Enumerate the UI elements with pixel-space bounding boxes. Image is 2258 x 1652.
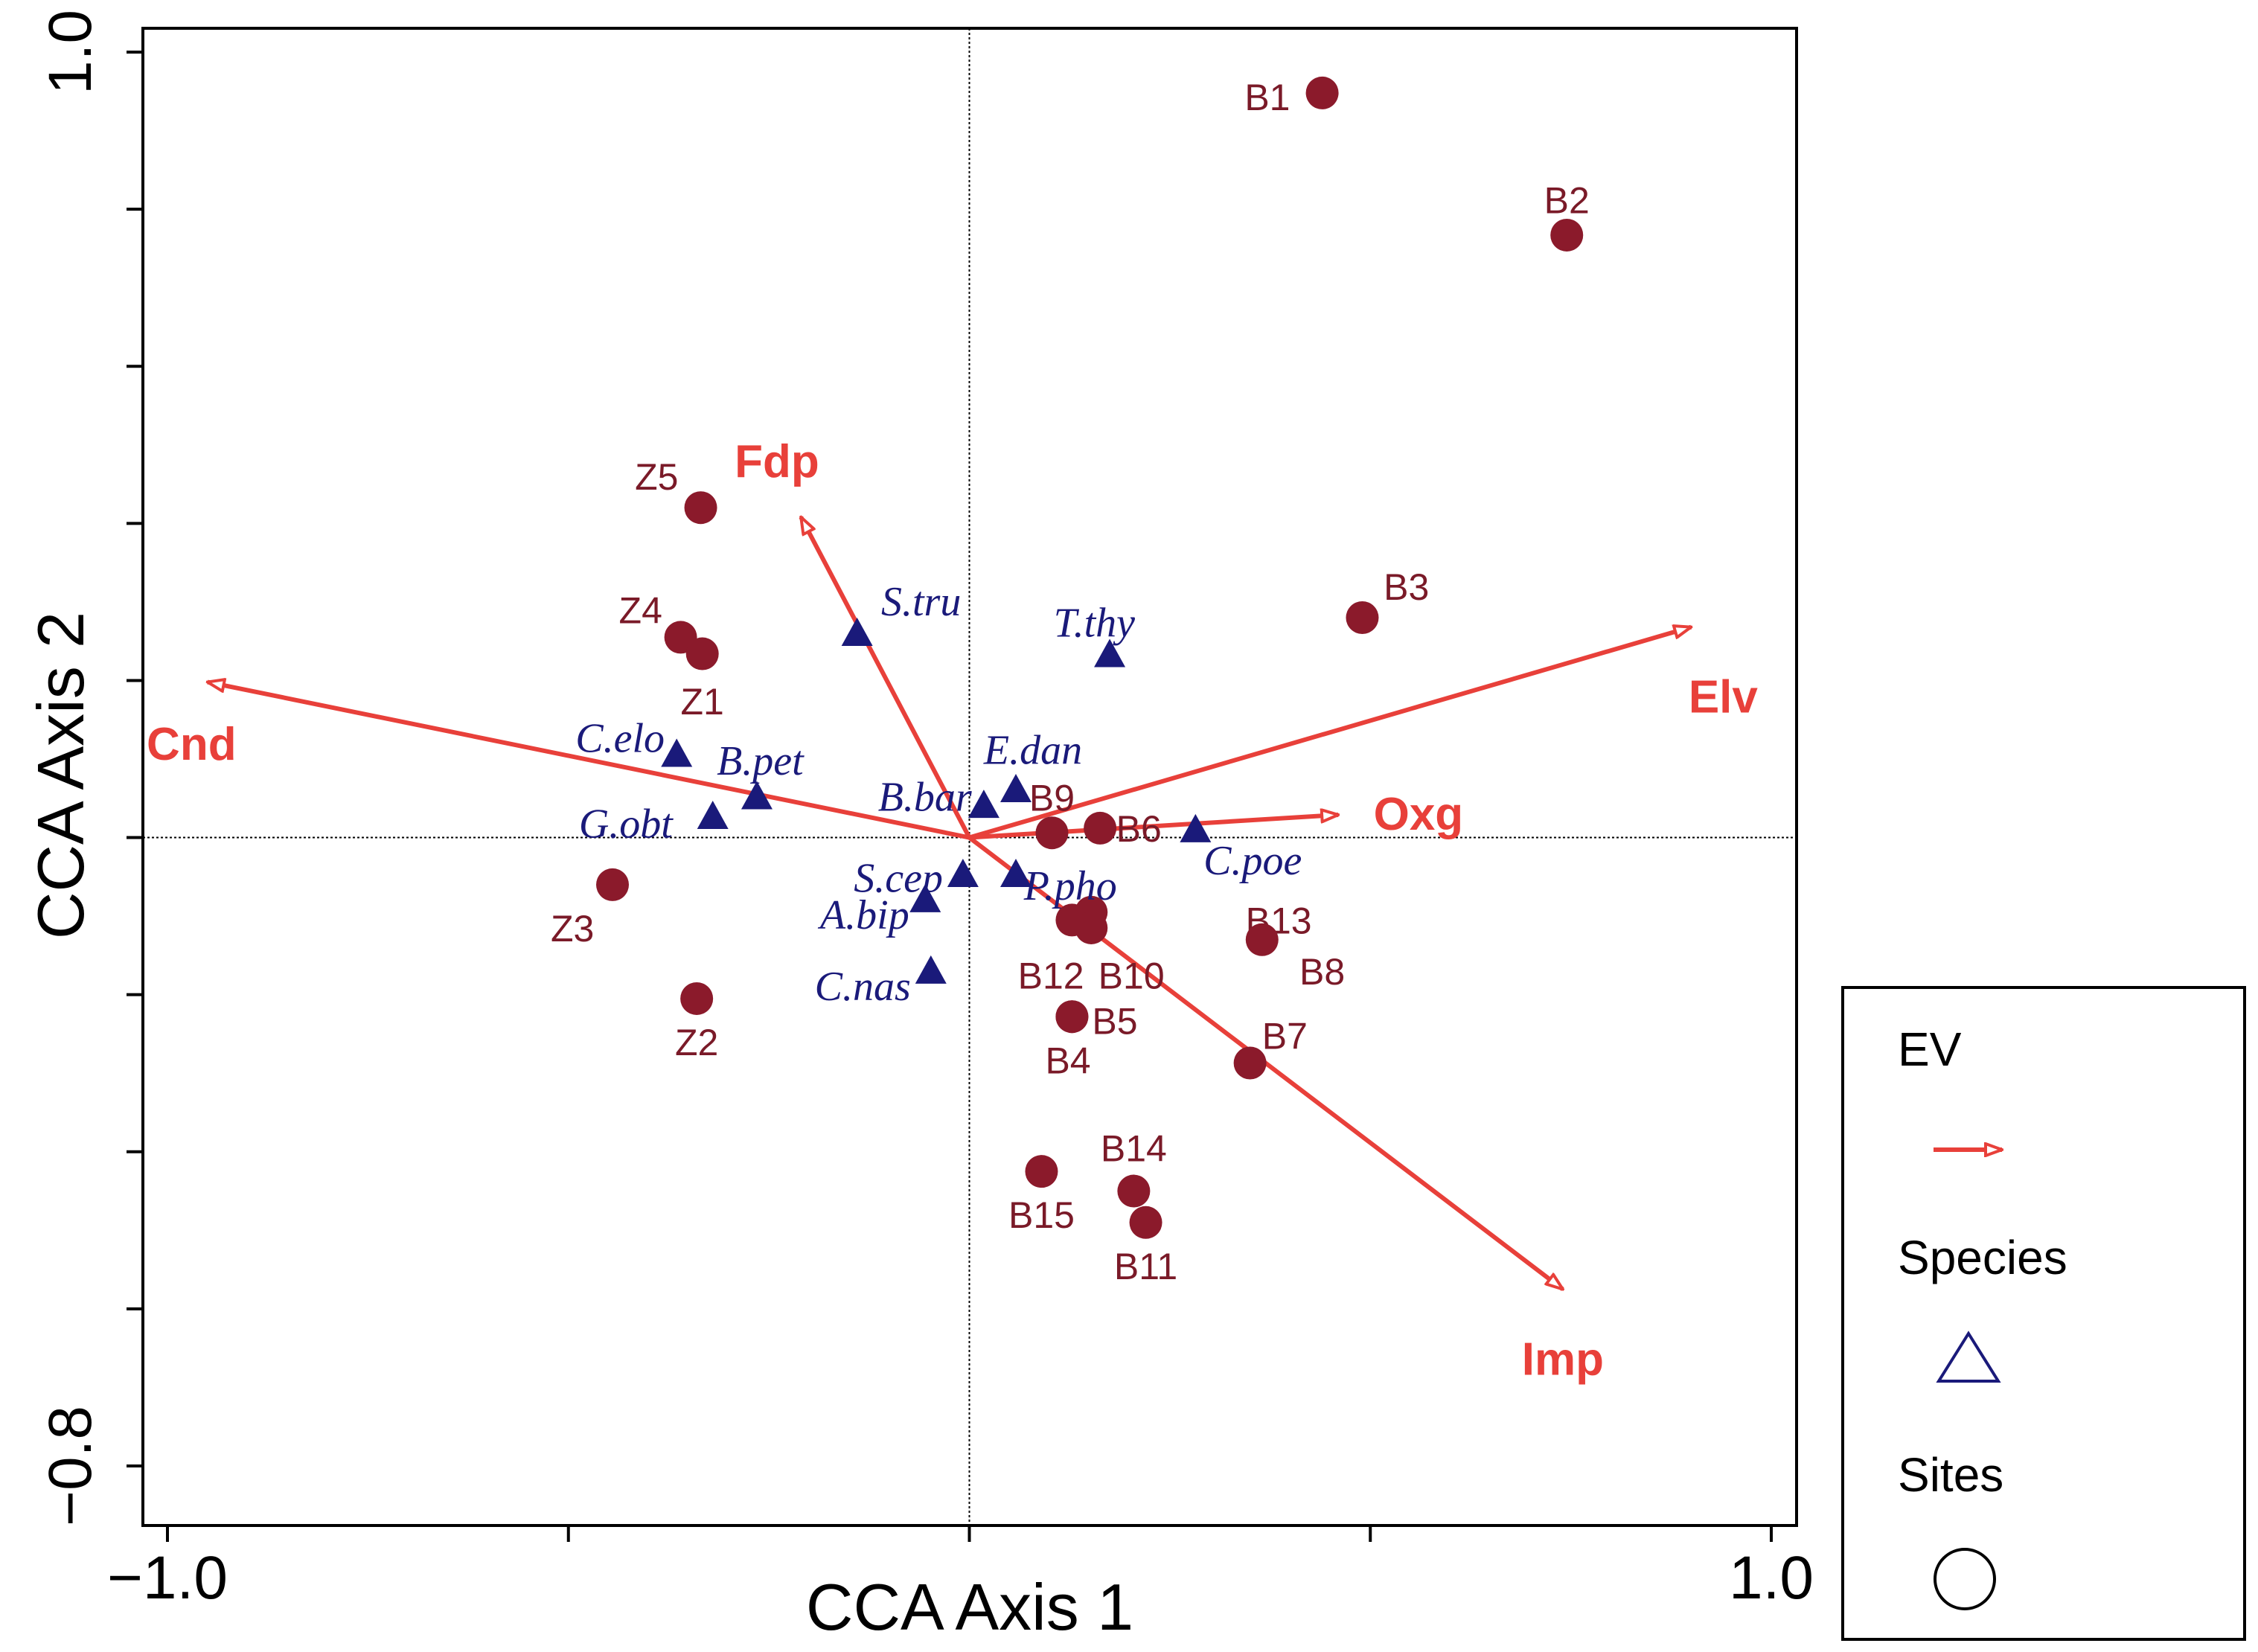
site-point-b4 [1055,1000,1089,1034]
site-label-b6: B6 [1116,808,1162,850]
site-label-b2: B2 [1544,179,1590,221]
species-point-c-elo [661,738,693,767]
site-label-b15: B15 [1008,1194,1075,1236]
site-label-b9: B9 [1029,778,1075,819]
site-point-b3 [1346,601,1379,634]
species-label-g-obt: G.obt [579,801,674,848]
species-point-c-nas [915,955,947,984]
site-label-z3: Z3 [551,908,594,950]
species-label-e-dan: E.dan [983,727,1082,773]
site-point-b2 [1550,218,1584,252]
species-label-t-thy: T.thy [1054,600,1136,646]
site-label-b3: B3 [1384,566,1429,608]
site-point-b10 [1075,911,1108,944]
site-label-b5: B5 [1092,1001,1137,1043]
species-label-b-bar: B.bar [878,775,972,821]
ev-label-elv: Elv [1689,672,1759,723]
site-label-b4: B4 [1045,1040,1090,1081]
site-label-z2: Z2 [675,1022,718,1063]
site-point-b6 [1084,811,1117,845]
ev-arrow-cnd [208,682,970,840]
site-point-z1 [685,637,719,670]
species-point-g-obt [697,800,729,829]
legend-label-ev: EV [1898,1022,1962,1076]
site-point-b14 [1117,1174,1151,1208]
site-label-b7: B7 [1262,1016,1308,1057]
species-point-c-poe [1180,813,1212,842]
species-point-s-tru [841,618,873,646]
site-label-b11: B11 [1114,1246,1177,1287]
site-label-b8: B8 [1299,951,1345,993]
species-label-a-bip: A.bip [817,892,909,938]
site-point-z5 [684,491,717,525]
species-label-s-tru: S.tru [881,579,961,625]
x-axis-ticks: −1.0 1.0 [107,1525,1814,1612]
ev-label-imp: Imp [1522,1334,1604,1386]
species-point-s-cep [947,859,979,888]
species-label-p-pho: P.pho [1023,863,1117,909]
y-axis-title: CCA Axis 2 [24,612,97,939]
legend: EV Species Sites [1841,986,2246,1641]
species-point-b-pet [741,781,773,810]
site-label-z1: Z1 [681,681,724,723]
species-point-e-dan [1000,774,1032,803]
site-point-b15 [1025,1155,1058,1188]
species-point-a-bip [909,883,941,912]
ev-arrow-oxg [969,815,1339,840]
y-axis-ticks: 1.0 −0.8 [36,10,143,1526]
species-label-c-elo: C.elo [575,715,665,761]
species-point-b-bar [968,790,1000,819]
site-point-z3 [596,868,630,901]
species-point-t-thy [1094,638,1126,667]
y-tick-label: −0.8 [36,1406,104,1526]
environmental-vectors: Cnd Fdp Elv Oxg Imp [147,436,1758,1386]
x-tick-label: −1.0 [107,1544,228,1612]
ev-label-cnd: Cnd [147,719,237,770]
legend-triangle-icon [1936,1331,2001,1383]
site-label-b14: B14 [1101,1128,1167,1170]
site-label-z5: Z5 [635,456,678,498]
x-tick-label: 1.0 [1729,1544,1814,1612]
site-point-z2 [680,982,714,1015]
species-point-p-pho [1000,859,1032,888]
site-point-b7 [1233,1046,1267,1080]
site-point-b8 [1245,923,1279,956]
species-label-c-poe: C.poe [1203,838,1302,884]
site-label-b10: B10 [1098,955,1165,996]
species-label-b-pet: B.pet [717,738,805,784]
y-tick-label: 1.0 [36,10,104,95]
legend-label-species: Species [1898,1231,2067,1284]
site-point-b11 [1129,1206,1162,1239]
ev-arrow-fdp [801,517,972,839]
site-point-b9 [1035,816,1069,850]
site-point-b1 [1305,76,1339,109]
species-label-c-nas: C.nas [815,964,911,1010]
x-axis-title: CCA Axis 1 [806,1570,1133,1644]
legend-label-sites: Sites [1898,1448,2003,1502]
site-label-b1: B1 [1244,77,1290,118]
ev-arrow-elv [968,627,1692,840]
site-label-b12: B12 [1018,955,1084,996]
site-label-z4: Z4 [619,589,662,631]
legend-box [1841,986,2246,1641]
ev-label-fdp: Fdp [735,436,819,487]
ev-label-oxg: Oxg [1374,789,1464,840]
legend-circle-icon [1934,1548,1996,1610]
